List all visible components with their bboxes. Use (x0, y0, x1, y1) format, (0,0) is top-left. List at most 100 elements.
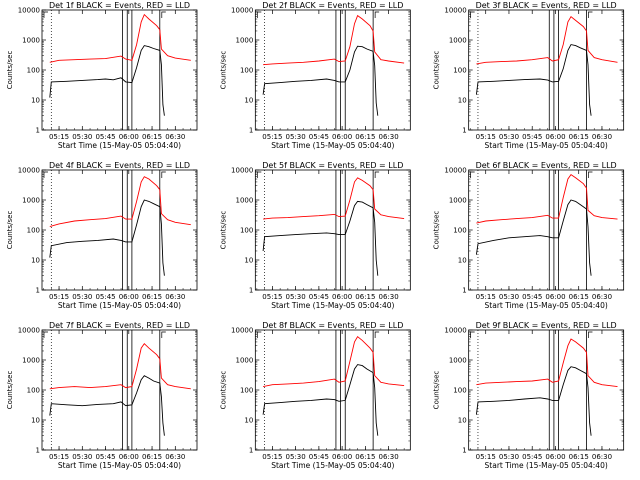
plot-frame (254, 169, 411, 291)
y-tick-label: 100 (453, 387, 466, 395)
y-tick-label: 100 (27, 387, 40, 395)
plot-frame (41, 9, 198, 131)
x-tick-label: 06:15 (142, 293, 162, 301)
x-tick-label: 05:45 (309, 453, 329, 461)
x-tick-label: 06:30 (379, 293, 399, 301)
detector-panel: Det 8f BLACK = Events, RED = LLD 1 10 100 10… (219, 321, 411, 470)
bracket-marker (588, 171, 593, 178)
y-tick-label: 1 (249, 447, 253, 455)
detector-panel: Det 5f BLACK = Events, RED = LLD 1 10 100 10… (219, 161, 411, 310)
y-axis-label: Counts/sec (6, 51, 14, 90)
x-tick-label: 06:30 (592, 293, 612, 301)
series-line-lld (263, 177, 405, 220)
x-axis-label: Start Time (15-May-05 05:04:40) (271, 301, 394, 310)
series-line-events (49, 45, 165, 116)
series-line-lld (49, 343, 191, 390)
series-line-events (49, 199, 165, 276)
x-tick-label: 05:30 (286, 293, 306, 301)
series-line-lld (49, 176, 191, 228)
y-tick-label: 1 (462, 127, 466, 135)
y-tick-label: 1000 (449, 37, 467, 45)
x-axis-label: Start Time (15-May-05 05:04:40) (58, 141, 181, 150)
x-axis-label: Start Time (15-May-05 05:04:40) (58, 461, 181, 470)
x-tick-label: 05:30 (72, 453, 92, 461)
series-line-lld (263, 336, 405, 388)
y-axis-label: Counts/sec (219, 371, 227, 410)
x-tick-label: 06:00 (545, 293, 565, 301)
x-axis-label: Start Time (15-May-05 05:04:40) (271, 461, 394, 470)
x-tick-label: 06:15 (569, 293, 589, 301)
x-tick-label: 05:30 (72, 293, 92, 301)
panel-title: Det 4f BLACK = Events, RED = LLD (49, 161, 190, 170)
x-tick-label: 06:15 (569, 453, 589, 461)
y-tick-label: 1000 (22, 357, 40, 365)
y-tick-label: 10000 (444, 327, 466, 335)
x-tick-label: 05:15 (262, 133, 282, 141)
bracket-marker (256, 331, 262, 338)
series-line-lld (476, 338, 618, 388)
y-tick-label: 10000 (18, 327, 40, 335)
y-tick-label: 100 (27, 67, 40, 75)
series-line-lld (476, 16, 618, 65)
x-tick-label: 06:30 (379, 453, 399, 461)
x-tick-label: 05:15 (476, 293, 496, 301)
y-axis-label: Counts/sec (219, 211, 227, 250)
x-tick-label: 06:15 (142, 453, 162, 461)
series-line-lld (49, 13, 191, 63)
y-tick-label: 1000 (236, 37, 254, 45)
panel-title: Det 5f BLACK = Events, RED = LLD (262, 161, 403, 170)
series-line-lld (476, 173, 618, 224)
bracket-marker (256, 171, 262, 178)
y-axis-label: Counts/sec (433, 371, 441, 410)
series-line-events (475, 44, 592, 116)
panel-title: Det 3f BLACK = Events, RED = LLD (476, 1, 617, 10)
y-tick-label: 1000 (22, 197, 40, 205)
y-tick-label: 10000 (18, 7, 40, 15)
bracket-marker (43, 171, 48, 178)
panel-title: Det 7f BLACK = Events, RED = LLD (49, 321, 190, 330)
series-line-events (49, 375, 165, 436)
x-tick-label: 05:15 (262, 293, 282, 301)
detector-panel: Det 2f BLACK = Events, RED = LLD 1 10 100 10… (219, 1, 411, 150)
x-tick-label: 05:15 (476, 133, 496, 141)
x-tick-label: 05:30 (499, 453, 519, 461)
detector-panel: Det 6f BLACK = Events, RED = LLD 1 10 100 10… (433, 161, 625, 310)
x-tick-label: 06:15 (142, 133, 162, 141)
y-tick-label: 1 (249, 287, 253, 295)
x-tick-label: 05:45 (522, 293, 542, 301)
detector-panel: Det 9f BLACK = Events, RED = LLD 1 10 100 10… (433, 321, 625, 470)
x-axis-label: Start Time (15-May-05 05:04:40) (271, 141, 394, 150)
y-tick-label: 10000 (18, 167, 40, 175)
y-tick-label: 10 (458, 97, 467, 105)
x-tick-label: 05:30 (72, 133, 92, 141)
y-tick-label: 1000 (449, 357, 467, 365)
detector-panel: Det 3f BLACK = Events, RED = LLD 1 10 100 10… (433, 1, 625, 150)
bracket-marker (161, 11, 166, 18)
y-tick-label: 100 (27, 227, 40, 235)
bracket-marker (470, 171, 475, 178)
y-axis-label: Counts/sec (6, 371, 14, 410)
x-axis-label: Start Time (15-May-05 05:04:40) (485, 301, 608, 310)
y-tick-label: 1 (462, 447, 466, 455)
y-tick-label: 100 (453, 227, 466, 235)
panel-title: Det 2f BLACK = Events, RED = LLD (262, 1, 403, 10)
x-tick-label: 06:00 (119, 453, 139, 461)
y-axis-label: Counts/sec (219, 51, 227, 90)
x-tick-label: 05:45 (95, 453, 115, 461)
y-tick-label: 10 (244, 257, 253, 265)
x-tick-label: 05:15 (49, 453, 69, 461)
y-tick-label: 10000 (231, 167, 253, 175)
bracket-marker (161, 331, 166, 338)
detector-panel: Det 1f BLACK = Events, RED = LLD 1 10 100 10… (6, 1, 198, 150)
y-tick-label: 1000 (236, 197, 254, 205)
y-tick-label: 1000 (22, 37, 40, 45)
y-tick-label: 10 (458, 417, 467, 425)
x-tick-label: 06:15 (355, 293, 375, 301)
x-tick-label: 05:45 (95, 133, 115, 141)
plot-frame (254, 9, 411, 131)
series-line-lld (263, 14, 405, 66)
y-tick-label: 10 (244, 97, 253, 105)
x-tick-label: 05:30 (499, 293, 519, 301)
x-tick-label: 05:15 (49, 293, 69, 301)
y-tick-label: 10000 (444, 7, 466, 15)
